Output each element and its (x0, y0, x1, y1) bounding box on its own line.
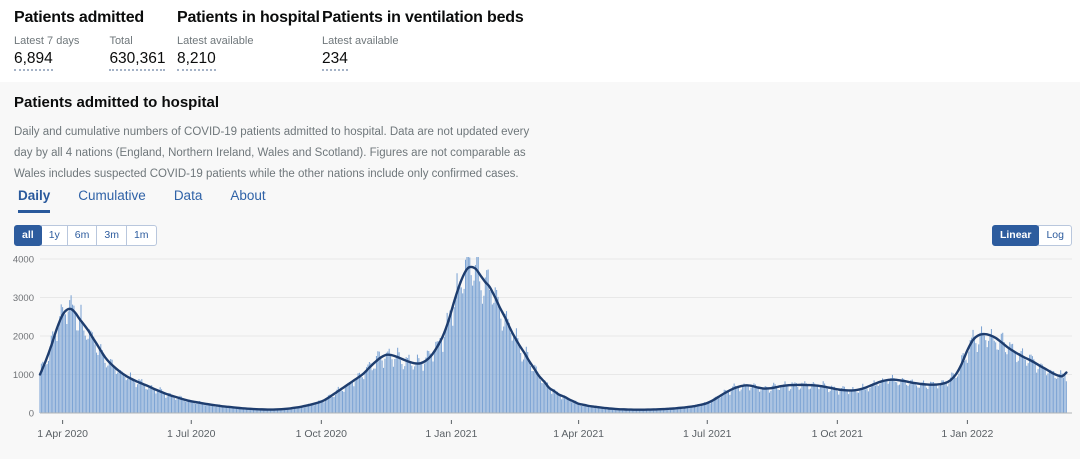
stat-label: Latest available (177, 35, 254, 47)
card-description: Daily and cumulative numbers of COVID-19… (14, 126, 530, 180)
svg-text:2000: 2000 (13, 332, 34, 343)
summary-panel: Patients admitted Latest 7 days 6,894 To… (0, 0, 1080, 82)
summary-card-title: Patients admitted (14, 9, 144, 26)
range-button-1y[interactable]: 1y (40, 225, 68, 246)
svg-text:4000: 4000 (13, 255, 34, 266)
tab-daily[interactable]: Daily (18, 188, 51, 213)
range-button-all[interactable]: all (14, 225, 42, 246)
stat-value: 8,210 (177, 50, 216, 71)
range-button-1m[interactable]: 1m (125, 225, 157, 246)
stat-latest-7-days: Latest 7 days 6,894 (14, 27, 79, 71)
summary-card-title: Patients in hospital (177, 9, 320, 26)
card-title: Patients admitted to hospital (14, 94, 220, 111)
range-button-3m[interactable]: 3m (96, 225, 127, 246)
tab-data[interactable]: Data (173, 188, 203, 203)
stat-label: Latest available (322, 35, 399, 47)
admissions-card: Patients admitted to hospital Daily and … (0, 82, 1080, 459)
stat-total: Total 630,361 (109, 27, 166, 71)
svg-text:1000: 1000 (13, 370, 34, 381)
tab-about[interactable]: About (230, 188, 266, 203)
summary-card-title: Patients in ventilation beds (322, 9, 524, 26)
scale-button-linear[interactable]: Linear (991, 225, 1040, 246)
stat-latest-available: Latest available 8,210 (177, 27, 253, 71)
svg-text:0: 0 (29, 409, 34, 420)
svg-text:1 Jul 2020: 1 Jul 2020 (167, 428, 216, 440)
svg-text:1 Jan 2022: 1 Jan 2022 (941, 428, 993, 440)
scale-button-log[interactable]: Log (1038, 225, 1072, 246)
tab-bar: Daily Cumulative Data About (18, 188, 266, 213)
svg-text:1 Apr 2020: 1 Apr 2020 (37, 428, 88, 440)
stat-latest-available: Latest available 234 (322, 27, 398, 71)
svg-text:1 Apr 2021: 1 Apr 2021 (553, 428, 604, 440)
stat-value: 6,894 (14, 50, 53, 71)
stat-value: 630,361 (109, 50, 166, 71)
svg-text:1 Jul 2021: 1 Jul 2021 (683, 428, 732, 440)
stat-label: Latest 7 days (14, 35, 80, 47)
chart-controls: all 1y 6m 3m 1m Linear Log (14, 225, 1072, 246)
stat-value: 234 (322, 50, 348, 71)
range-button-6m[interactable]: 6m (66, 225, 98, 246)
range-selector: all 1y 6m 3m 1m (14, 225, 157, 246)
stat-label: Total (109, 35, 133, 47)
summary-card-patients-admitted: Patients admitted Latest 7 days 6,894 To… (14, 9, 166, 71)
summary-card-patients-in-hospital: Patients in hospital Latest available 8,… (177, 9, 320, 71)
scale-selector: Linear Log (991, 225, 1072, 246)
tab-cumulative[interactable]: Cumulative (78, 188, 146, 203)
summary-card-patients-in-ventilation-beds: Patients in ventilation beds Latest avai… (322, 9, 524, 71)
svg-text:3000: 3000 (13, 293, 34, 304)
svg-text:1 Jan 2021: 1 Jan 2021 (425, 428, 477, 440)
svg-text:1 Oct 2021: 1 Oct 2021 (812, 428, 864, 440)
admissions-chart[interactable]: 0 1000 2000 3000 4000 1 Apr 2020 1 Jul 2020 1 O… (0, 250, 1080, 450)
svg-text:1 Oct 2020: 1 Oct 2020 (296, 428, 348, 440)
